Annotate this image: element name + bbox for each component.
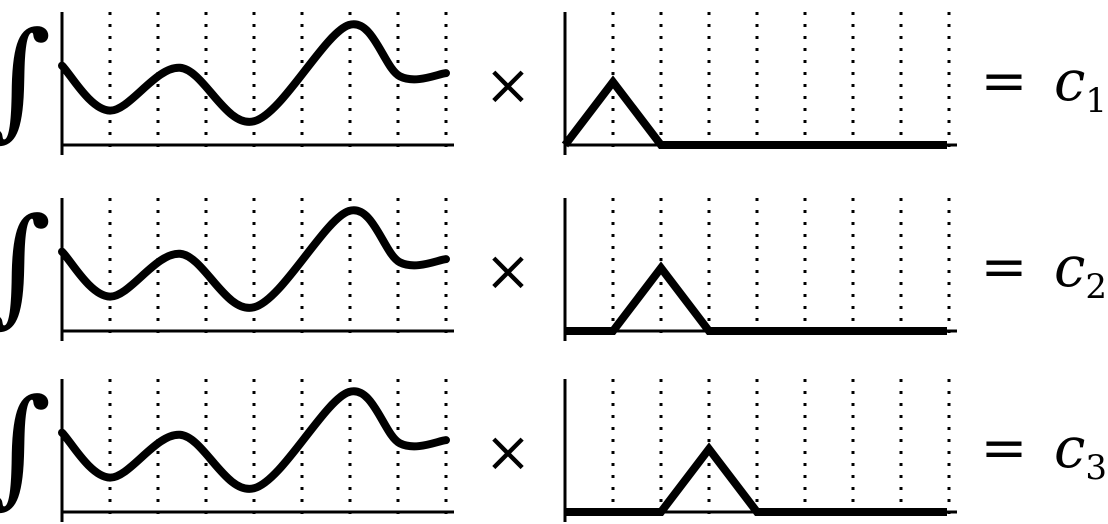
integral-sign-3: ∫ [0,372,51,521]
signal-curve [58,206,450,312]
coefficient-label-3: c3 [1054,416,1107,488]
row-2: ∫ × = c2 [0,191,1107,341]
row-1: ∫ × = c1 [0,5,1107,155]
integral-sign-1: ∫ [0,5,51,154]
basis-plot-2 [563,198,957,341]
signal-plot-1 [58,12,454,155]
times-sign-2: × [485,239,532,304]
signal-plot-2 [58,198,454,341]
integral-sign-2: ∫ [0,191,51,340]
basis-plot-1 [561,12,957,155]
times-sign-3: × [485,420,532,485]
coefficient-letter-2: c [1054,235,1085,300]
equals-sign-2: = [981,235,1028,300]
basis-triangle [565,442,947,516]
row-3: ∫ × = c3 [0,372,1107,522]
coefficient-subscript-3: 3 [1085,448,1107,488]
equals-sign-3: = [981,416,1028,481]
coefficient-letter-3: c [1054,416,1085,481]
basis-triangle [561,75,947,149]
times-sign-1: × [485,53,532,118]
basis-triangle [565,261,947,335]
signal-plot-3 [58,379,454,522]
coefficient-letter-1: c [1054,49,1085,114]
coefficient-subscript-1: 1 [1085,81,1107,121]
coefficient-label-1: c1 [1054,49,1107,121]
equals-sign-1: = [981,49,1028,114]
coefficient-subscript-2: 2 [1085,267,1107,307]
signal-curve [58,20,450,126]
coefficient-label-2: c2 [1054,235,1107,307]
basis-plot-3 [563,379,957,522]
signal-curve [58,387,450,493]
